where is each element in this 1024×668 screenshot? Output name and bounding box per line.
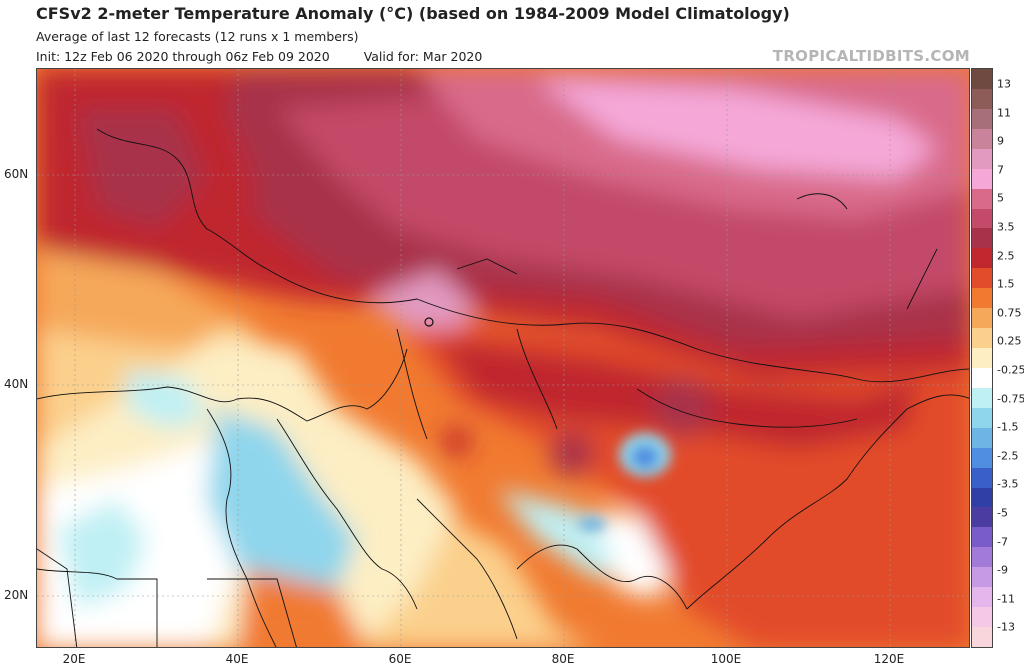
colorbar-cell <box>972 128 992 150</box>
cool-anomaly <box>578 433 671 531</box>
coastlines <box>37 128 969 647</box>
colorbar-cell <box>972 228 992 249</box>
colorbar-label: -13 <box>997 620 1015 634</box>
colorbar-cell <box>972 148 992 170</box>
colorbar-cell <box>972 507 992 528</box>
lon-label-80e: 80E <box>551 652 575 666</box>
colorbar-cell <box>972 627 992 648</box>
brand-watermark: TROPICALTIDBITS.COM <box>772 47 970 65</box>
colorbar-label: 0.75 <box>997 306 1022 320</box>
lat-label-60n: 60N <box>4 167 29 181</box>
lon-label-100e: 100E <box>710 652 742 666</box>
colorbar-cell <box>972 367 992 389</box>
colorbar-cell <box>972 108 992 130</box>
lat-label-20n: 20N <box>4 588 29 602</box>
anomaly-field <box>37 69 969 647</box>
lat-label-40n: 40N <box>4 377 29 391</box>
map-title: CFSv2 2-meter Temperature Anomaly (°C) (… <box>36 4 790 23</box>
lon-label-60e: 60E <box>388 652 412 666</box>
init-line: Init: 12z Feb 06 2020 through 06z Feb 09… <box>36 49 482 64</box>
colorbar-label: 1.5 <box>997 277 1015 291</box>
colorbar-label: 9 <box>997 134 1004 148</box>
colorbar-cell <box>972 447 992 469</box>
init-time: Init: 12z Feb 06 2020 through 06z Feb 09… <box>36 49 330 64</box>
colorbar-cell <box>972 308 992 329</box>
colorbar-cell <box>972 607 992 628</box>
map-canvas <box>37 69 969 647</box>
colorbar-label: 11 <box>997 106 1011 120</box>
colorbar-cell <box>972 348 992 369</box>
colorbar-label: -2.5 <box>997 449 1019 463</box>
colorbar-label: 3.5 <box>997 220 1015 234</box>
colorbar-label: -0.25 <box>997 363 1024 377</box>
colorbar-cell <box>972 248 992 269</box>
colorbar-cell <box>972 467 992 489</box>
colorbar-cell <box>972 487 992 508</box>
colorbar-label: 7 <box>997 163 1004 177</box>
colorbar-label: -0.75 <box>997 392 1024 406</box>
lake-marker <box>424 317 434 327</box>
map-subtitle: Average of last 12 forecasts (12 runs x … <box>36 29 359 44</box>
colorbar-cell <box>972 587 992 608</box>
colorbar-cell <box>972 407 992 429</box>
lon-label-40e: 40E <box>225 652 249 666</box>
graticule <box>37 69 969 647</box>
colorbar-cell <box>972 69 992 90</box>
colorbar-cell <box>972 188 992 209</box>
colorbar-cell <box>972 208 992 229</box>
colorbar-cell <box>972 288 992 309</box>
colorbar-label: 5 <box>997 191 1004 205</box>
colorbar-cell <box>972 328 992 349</box>
colorbar-cell <box>972 547 992 568</box>
colorbar <box>971 68 993 648</box>
colorbar-cell <box>972 567 992 588</box>
colorbar-label: -11 <box>997 592 1015 606</box>
anomaly-map <box>36 68 970 648</box>
colorbar-cell <box>972 168 992 190</box>
colorbar-cell <box>972 88 992 110</box>
colorbar-label: -1.5 <box>997 420 1019 434</box>
colorbar-label: -5 <box>997 506 1008 520</box>
colorbar-label: -7 <box>997 535 1008 549</box>
colorbar-label: -3.5 <box>997 477 1019 491</box>
colorbar-cell <box>972 387 992 409</box>
valid-time: Valid for: Mar 2020 <box>363 49 483 64</box>
lon-label-20e: 20E <box>62 652 86 666</box>
colorbar-label: 2.5 <box>997 249 1015 263</box>
colorbar-label: -9 <box>997 563 1008 577</box>
colorbar-cell <box>972 268 992 289</box>
colorbar-label: 0.25 <box>997 334 1022 348</box>
colorbar-cell <box>972 527 992 548</box>
colorbar-label: 13 <box>997 77 1011 91</box>
lon-label-120e: 120E <box>873 652 905 666</box>
colorbar-cell <box>972 427 992 449</box>
